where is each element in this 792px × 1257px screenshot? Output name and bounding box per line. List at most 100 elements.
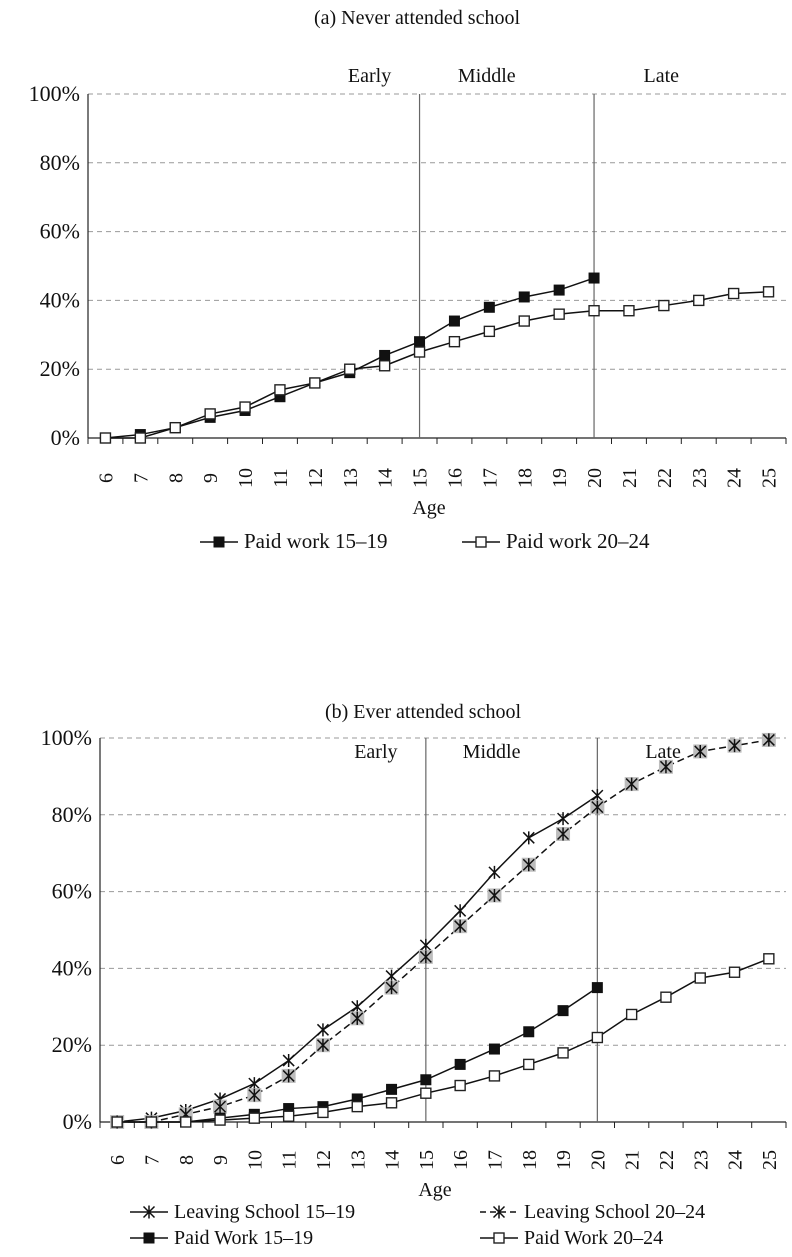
y-tick-label: 40%: [52, 955, 92, 980]
data-point: [488, 1070, 501, 1082]
y-tick-label: 40%: [40, 287, 80, 312]
data-point: [180, 1116, 192, 1128]
data-point: [483, 301, 495, 313]
data-point: [282, 1110, 295, 1122]
x-tick-label: 21: [619, 468, 641, 488]
data-point: [557, 1047, 569, 1059]
data-point: [761, 732, 776, 747]
data-point: [624, 777, 639, 792]
x-tick-label: 19: [553, 1150, 575, 1170]
series-paid-work-15-19: [99, 272, 600, 444]
data-point: [351, 1100, 363, 1113]
data-point: [414, 336, 426, 348]
x-tick-label: 14: [375, 468, 397, 488]
chart-panel-b: (b) Ever attended school 0% 20% 40% 60% 80% 10…: [41, 701, 787, 1249]
x-tick-label: 8: [165, 473, 187, 483]
y-tick-label: 0%: [63, 1109, 92, 1134]
x-tick-label: 16: [444, 468, 466, 488]
data-point: [384, 980, 399, 995]
data-point: [623, 305, 635, 317]
data-point: [693, 744, 708, 759]
data-point: [693, 294, 705, 307]
x-tick-label: 10: [244, 1150, 266, 1170]
data-point: [317, 1106, 329, 1119]
x-tick-label: 22: [654, 468, 676, 488]
data-point: [453, 919, 468, 934]
legend-label: Leaving School 15–19: [174, 1201, 355, 1223]
x-tick-label: 13: [347, 1150, 369, 1170]
series-leaving-school-20-24: [110, 732, 776, 1129]
series-line: [117, 958, 770, 1123]
data-point: [214, 1114, 226, 1126]
x-tick-label: 21: [622, 1150, 644, 1170]
data-point: [448, 315, 460, 327]
data-point: [557, 812, 570, 826]
x-tick-label: 9: [210, 1155, 232, 1165]
legend-marker: [143, 1232, 155, 1244]
data-point: [728, 966, 741, 978]
data-point: [556, 827, 571, 841]
data-point: [518, 291, 530, 303]
data-point: [315, 1038, 330, 1053]
x-tick-label: 19: [549, 468, 571, 488]
data-point: [134, 432, 147, 444]
phase-label: Early: [354, 741, 397, 763]
x-tick-label: 25: [759, 468, 781, 488]
data-point: [418, 949, 433, 964]
legend-entry: Paid Work 15–19: [130, 1227, 313, 1249]
legend-marker: [142, 1205, 156, 1219]
y-tick-label: 20%: [40, 356, 80, 381]
data-point: [351, 1000, 364, 1014]
data-point: [385, 1097, 398, 1109]
x-tick-label: 20: [587, 1150, 609, 1170]
y-tick-label: 0%: [51, 425, 80, 450]
y-tick-label: 60%: [40, 219, 80, 244]
y-tick-label: 20%: [52, 1032, 92, 1057]
legend-marker: [493, 1232, 505, 1244]
x-tick-label: 8: [176, 1155, 198, 1165]
legend-label: Leaving School 20–24: [524, 1201, 705, 1223]
data-point: [521, 857, 536, 872]
x-tick-label: 6: [107, 1155, 129, 1165]
data-point: [557, 1005, 569, 1017]
data-point: [281, 1068, 296, 1083]
x-tick-label: 11: [270, 468, 292, 487]
legend-marker: [475, 536, 487, 548]
data-point: [658, 759, 673, 774]
legend-marker: [492, 1205, 506, 1219]
data-point: [762, 286, 775, 298]
x-tick-label: 6: [95, 473, 117, 483]
legend-label: Paid Work 15–19: [174, 1227, 313, 1249]
data-point: [454, 904, 467, 918]
data-point: [588, 272, 600, 284]
data-point: [523, 1026, 535, 1038]
data-point: [523, 1058, 535, 1071]
y-tick-label: 80%: [52, 802, 92, 827]
data-point: [386, 1083, 398, 1095]
data-point: [727, 287, 740, 300]
legend-label: Paid Work 20–24: [524, 1227, 663, 1249]
data-point: [420, 1087, 432, 1099]
data-point: [378, 360, 391, 372]
data-point: [316, 1023, 329, 1037]
x-tick-label: 10: [235, 468, 257, 488]
legend-label: Paid work 15–19: [244, 529, 388, 553]
data-point: [591, 982, 603, 994]
x-tick-label: 23: [689, 468, 711, 488]
x-axis-label: Age: [418, 1179, 451, 1201]
x-axis-label: Age: [412, 497, 445, 519]
phase-label: Middle: [458, 65, 516, 87]
data-point: [487, 888, 502, 903]
x-tick-label: 23: [690, 1150, 712, 1170]
phase-label: Late: [645, 741, 681, 763]
x-tick-label: 16: [450, 1150, 472, 1170]
chart-panel-a: (a) Never attended school 0% 20% 40% 60% 80% 1…: [29, 7, 787, 553]
data-point: [483, 325, 496, 338]
data-point: [553, 308, 565, 320]
data-point: [591, 789, 604, 803]
data-point: [247, 1088, 262, 1103]
x-tick-label: 15: [416, 1150, 438, 1170]
chart-title: (b) Ever attended school: [325, 701, 521, 723]
y-tick-label: 60%: [52, 879, 92, 904]
